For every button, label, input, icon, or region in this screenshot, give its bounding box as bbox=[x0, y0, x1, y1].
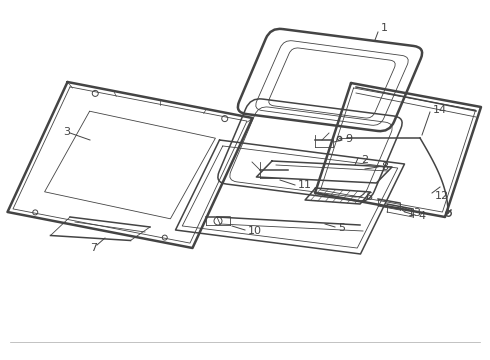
Text: 1: 1 bbox=[381, 23, 388, 33]
Text: 3: 3 bbox=[64, 127, 71, 137]
Text: 8: 8 bbox=[381, 162, 388, 172]
Text: 13: 13 bbox=[408, 208, 422, 218]
Text: 4: 4 bbox=[418, 211, 425, 221]
Text: 7: 7 bbox=[91, 243, 98, 253]
Text: 12: 12 bbox=[435, 191, 449, 201]
Text: 9: 9 bbox=[345, 134, 352, 144]
Text: 14: 14 bbox=[433, 105, 447, 115]
Text: 2: 2 bbox=[361, 155, 368, 165]
Text: 10: 10 bbox=[248, 226, 262, 236]
Text: 11: 11 bbox=[298, 180, 312, 190]
Text: 6: 6 bbox=[365, 192, 372, 202]
Text: 5: 5 bbox=[338, 223, 345, 233]
